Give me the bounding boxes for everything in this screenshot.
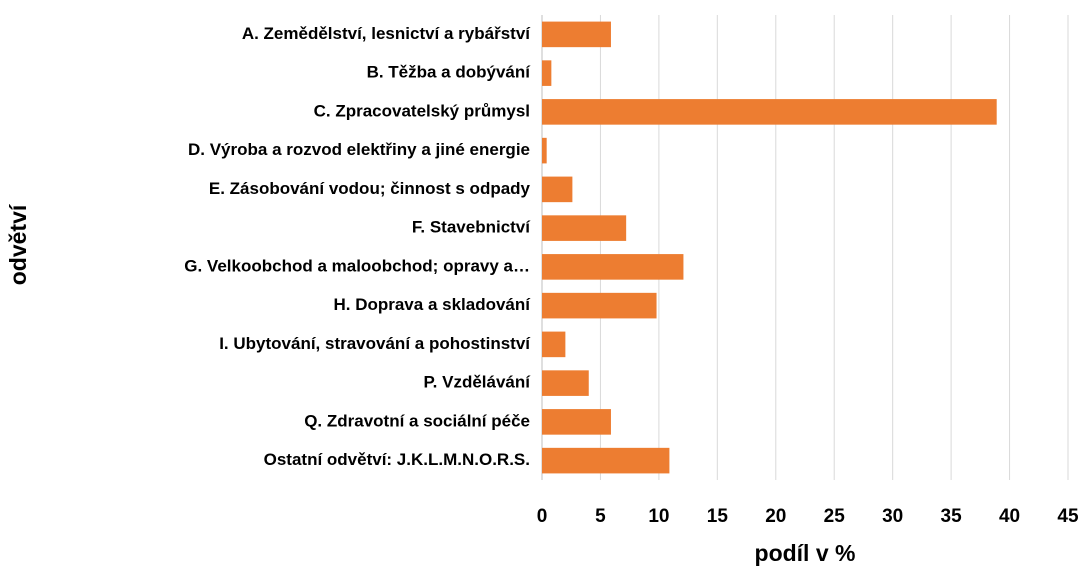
x-tick-label: 0 (537, 506, 548, 527)
y-axis-title: odvětví (5, 203, 31, 285)
bar (542, 331, 566, 358)
x-tick-label: 25 (824, 506, 846, 527)
y-tick-label: Q. Zdravotní a sociální péče (304, 411, 530, 430)
x-tick-label: 40 (999, 506, 1020, 527)
y-tick-label: C. Zpracovatelský průmysl (314, 101, 530, 120)
bar (542, 21, 611, 48)
x-tick-label: 20 (765, 506, 786, 527)
y-tick-label: P. Vzdělávání (424, 373, 532, 392)
bar (542, 137, 547, 164)
bar (542, 176, 573, 203)
x-tick-label: 45 (1057, 506, 1079, 527)
y-tick-label: A. Zemědělství, lesnictví a rybářství (242, 24, 531, 43)
x-tick-label: 35 (941, 506, 963, 527)
y-tick-label: F. Stavebnictví (412, 218, 531, 237)
bar (542, 409, 611, 435)
y-tick-label: I. Ubytování, stravování a pohostinství (219, 334, 531, 353)
y-tick-label: Ostatní odvětví: J.K.L.M.N.O.R.S. (264, 450, 530, 469)
y-tick-label: B. Těžba a dobývání (367, 63, 532, 82)
x-axis-title: podíl v % (755, 540, 856, 566)
y-tick-label: H. Doprava a skladování (333, 295, 531, 314)
bar (542, 447, 670, 474)
y-tick-label: G. Velkoobchod a maloobchod; opravy a… (184, 256, 530, 275)
y-tick-label: D. Výroba a rozvod elektřiny a jiné ener… (188, 140, 530, 159)
x-tick-label: 10 (648, 506, 669, 527)
bar (542, 215, 627, 241)
x-tick-label: 30 (882, 506, 903, 527)
x-tick-label: 15 (707, 506, 729, 527)
bar (542, 99, 997, 125)
bar (542, 292, 657, 319)
bar (542, 60, 552, 86)
y-tick-label: E. Zásobování vodou; činnost s odpady (209, 179, 531, 198)
bar (542, 370, 589, 396)
bar (542, 254, 684, 280)
x-tick-label: 5 (595, 506, 606, 527)
